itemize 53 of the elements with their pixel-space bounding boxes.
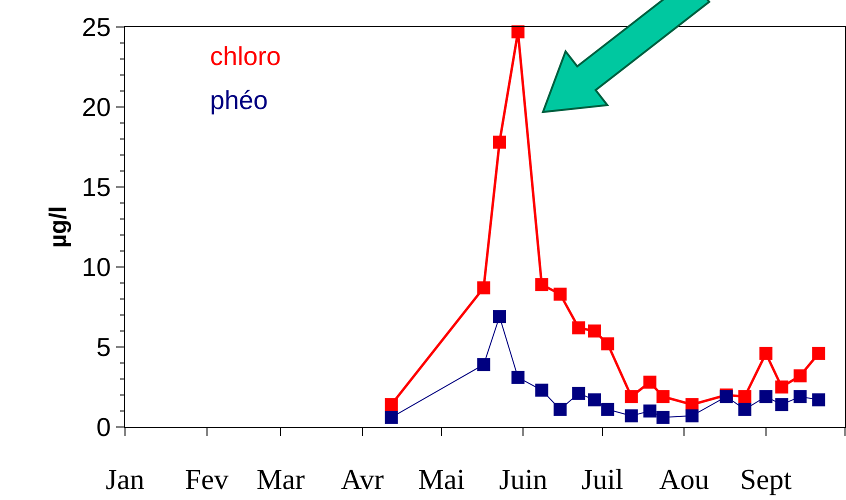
point xyxy=(554,402,567,416)
text: phéo xyxy=(210,85,268,115)
point xyxy=(511,370,524,384)
x-tick-label: Mar xyxy=(256,464,306,496)
y-axis-title: µg/l xyxy=(44,206,72,248)
x-tick-label: Jan xyxy=(106,464,145,496)
point xyxy=(493,136,506,149)
point xyxy=(775,380,788,394)
point xyxy=(759,346,772,360)
point xyxy=(554,288,567,301)
point xyxy=(656,410,670,424)
point xyxy=(384,398,398,412)
point xyxy=(624,390,638,404)
point xyxy=(572,321,586,334)
point xyxy=(643,404,656,418)
y-tick-label: 25 xyxy=(82,12,111,42)
point xyxy=(624,409,638,422)
point xyxy=(812,346,826,360)
point xyxy=(535,384,548,397)
y-tick-label: 20 xyxy=(82,92,111,122)
point xyxy=(477,281,490,294)
point xyxy=(686,409,699,422)
point xyxy=(738,402,752,416)
x-tick-label: Fev xyxy=(185,464,230,496)
point xyxy=(812,393,826,406)
point xyxy=(384,410,398,424)
point xyxy=(794,369,807,382)
point xyxy=(601,402,614,416)
point xyxy=(738,390,752,404)
point xyxy=(775,398,788,412)
point xyxy=(656,390,670,404)
y-tick-label: 5 xyxy=(96,332,111,362)
point xyxy=(477,358,490,372)
point xyxy=(588,393,601,406)
point xyxy=(601,337,614,350)
point xyxy=(588,324,601,338)
text: chloro xyxy=(210,41,281,71)
point xyxy=(759,390,772,404)
x-tick-label: Avr xyxy=(340,464,384,496)
y-tick-label: 15 xyxy=(82,172,111,202)
y-tick-label: 0 xyxy=(96,412,111,442)
point xyxy=(535,278,548,292)
x-tick-label: Juil xyxy=(581,464,624,496)
point xyxy=(643,376,656,389)
point xyxy=(493,310,506,324)
point xyxy=(511,25,524,38)
x-tick-label: Juin xyxy=(499,464,548,496)
point xyxy=(794,390,807,404)
x-tick-label: Aou xyxy=(659,464,710,496)
point xyxy=(572,386,586,400)
y-tick-label: 10 xyxy=(82,252,111,282)
x-tick-label: Mai xyxy=(418,464,465,496)
x-tick-label: Sept xyxy=(740,464,792,496)
